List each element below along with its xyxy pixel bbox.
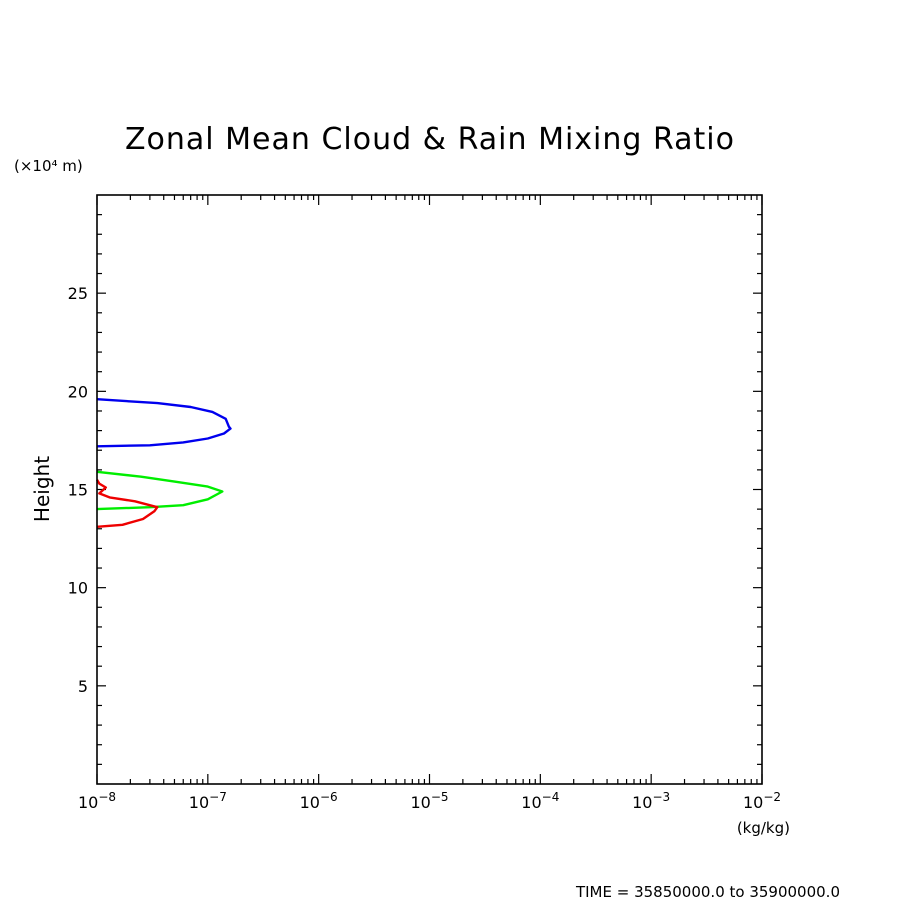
series-line-3 — [95, 479, 159, 528]
y-axis-label: Height — [30, 456, 54, 522]
x-tick-exponent: −4 — [542, 790, 560, 804]
x-tick-exponent: −3 — [652, 790, 670, 804]
y-tick-label: 10 — [68, 579, 88, 598]
series-line-2 — [96, 470, 224, 511]
x-tick-label: 10−4 — [521, 790, 559, 812]
y-tick-label: 15 — [68, 481, 88, 500]
y-tick-label: 5 — [78, 677, 88, 696]
x-tick-label: 10−2 — [743, 790, 781, 812]
x-tick-exponent: −7 — [209, 790, 227, 804]
x-axis-label: (kg/kg) — [737, 819, 790, 837]
axis-ticks — [96, 195, 763, 784]
y-tick-label: 25 — [68, 284, 88, 303]
x-tick-label: 10−8 — [78, 790, 116, 812]
x-tick-base: 10 — [300, 793, 320, 812]
y-axis-unit: (×10⁴ m) — [14, 157, 83, 175]
x-tick-base: 10 — [521, 793, 541, 812]
x-tick-label: 10−6 — [300, 790, 338, 812]
series-line-1 — [96, 398, 232, 448]
x-tick-base: 10 — [410, 793, 430, 812]
x-tick-exponent: −8 — [98, 790, 116, 804]
x-tick-base: 10 — [78, 793, 98, 812]
x-tick-exponent: −2 — [763, 790, 781, 804]
time-range-label: TIME = 35850000.0 to 35900000.0 — [575, 883, 840, 901]
x-tick-base: 10 — [743, 793, 763, 812]
x-tick-exponent: −5 — [431, 790, 449, 804]
x-tick-base: 10 — [632, 793, 652, 812]
x-tick-label: 10−7 — [189, 790, 227, 812]
x-tick-label: 10−5 — [410, 790, 448, 812]
x-tick-exponent: −6 — [320, 790, 338, 804]
x-tick-base: 10 — [189, 793, 209, 812]
y-tick-label: 20 — [68, 382, 88, 401]
plot-series — [95, 398, 232, 528]
x-tick-label: 10−3 — [632, 790, 670, 812]
chart-title: Zonal Mean Cloud & Rain Mixing Ratio — [125, 122, 735, 157]
plot-frame — [96, 194, 763, 785]
